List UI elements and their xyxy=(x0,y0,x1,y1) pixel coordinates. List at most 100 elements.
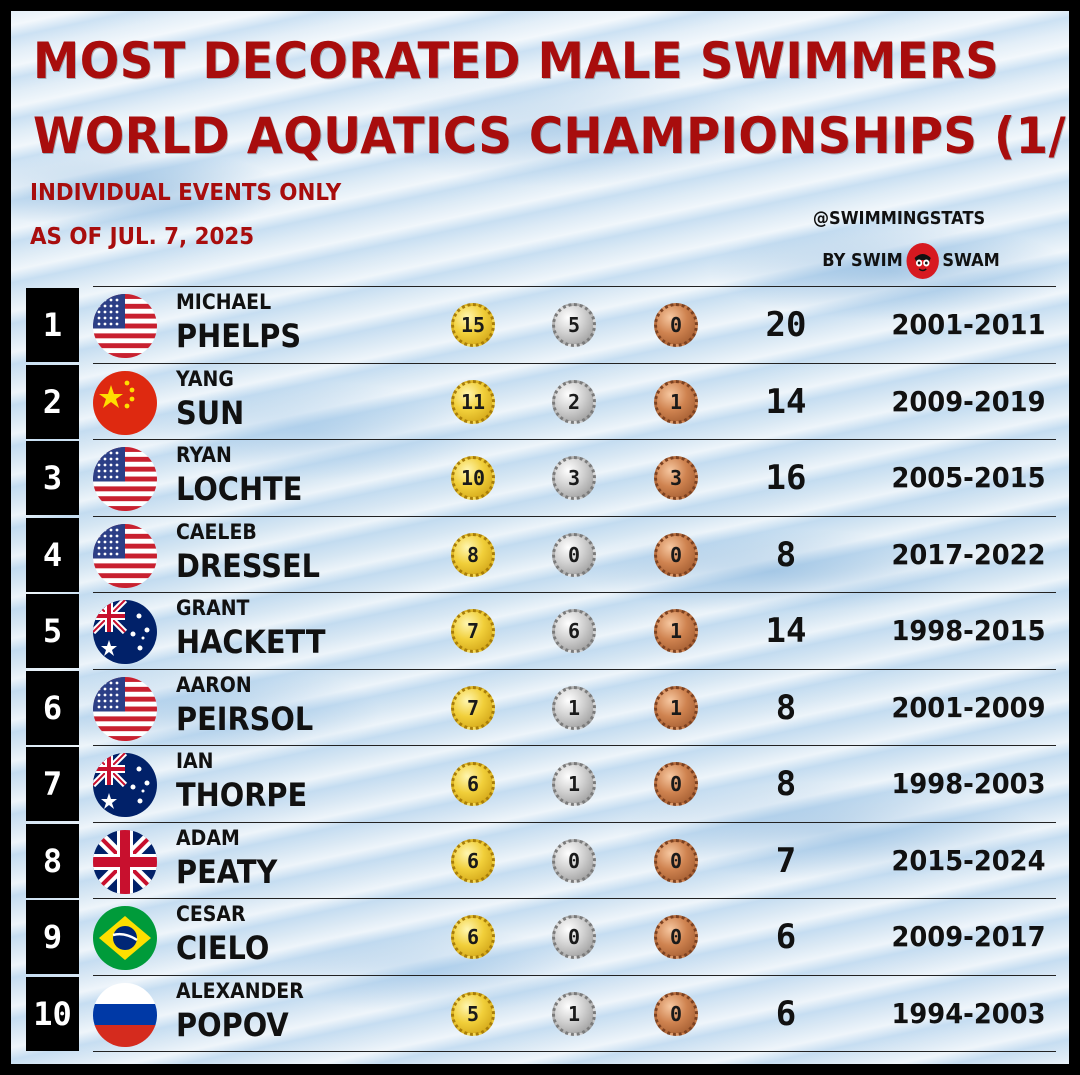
career-years: 1998-2015 xyxy=(891,614,1046,647)
table-row: 4 CAELEB DRESSEL 8 0 0 8 2017-2022 xyxy=(26,517,1056,592)
bronze-medal-count: 0 xyxy=(654,915,698,959)
rank-badge: 9 xyxy=(26,900,79,974)
table-row: 8 ADAM PEATY 6 0 0 7 2015-2024 xyxy=(26,823,1056,898)
usa-flag-icon xyxy=(93,447,157,511)
row-divider xyxy=(93,974,1056,976)
last-name: LOCHTE xyxy=(176,470,303,508)
row-divider xyxy=(93,439,1056,440)
gold-medal-count: 8 xyxy=(451,532,495,577)
total-medals: 8 xyxy=(775,534,797,575)
china-flag-icon xyxy=(93,370,157,435)
russia-flag-icon xyxy=(93,982,157,1047)
first-name: ALEXANDER xyxy=(176,978,304,1003)
silver-medal-count: 1 xyxy=(552,762,596,806)
rank-badge: 3 xyxy=(26,441,79,515)
table-row: 7 IAN THORPE 6 1 0 8 1998-2003 xyxy=(26,747,1056,821)
first-name: IAN xyxy=(176,749,214,773)
last-name: PEIRSOL xyxy=(176,699,314,738)
bronze-medal-count: 1 xyxy=(654,609,698,653)
gold-medal-count: 10 xyxy=(451,456,495,500)
gold-medal-count: 7 xyxy=(451,609,495,653)
table-row: 6 AARON PEIRSOL 7 1 1 8 2001-2009 xyxy=(26,670,1056,745)
silver-medal-count: 2 xyxy=(552,379,596,424)
silver-medal-count: 0 xyxy=(552,915,596,959)
australia-flag-icon xyxy=(93,753,157,817)
credit-brand: SWAM xyxy=(942,250,1000,271)
bronze-medal-count: 0 xyxy=(654,838,698,883)
bronze-medal-count: 0 xyxy=(654,991,698,1036)
table-row: 9 CESAR CIELO 6 0 0 6 2009-2017 xyxy=(26,900,1056,974)
row-divider xyxy=(93,286,1056,287)
bronze-medal-count: 1 xyxy=(654,685,698,730)
gold-medal-count: 5 xyxy=(451,991,495,1036)
total-medals: 14 xyxy=(765,381,807,422)
rank-badge: 5 xyxy=(26,594,79,668)
rank-badge: 10 xyxy=(26,976,79,1051)
total-medals: 16 xyxy=(765,458,807,498)
total-medals: 8 xyxy=(775,764,797,804)
gold-medal-count: 7 xyxy=(451,685,495,730)
table-row: 10 ALEXANDER POPOV 5 1 0 6 1994-2003 xyxy=(26,976,1056,1051)
table-row: 1 MICHAEL PHELPS 15 5 0 20 2001-2011 xyxy=(26,288,1056,362)
first-name: RYAN xyxy=(176,443,232,467)
gold-medal-count: 11 xyxy=(451,379,495,424)
last-name: PEATY xyxy=(176,852,278,891)
career-years: 2015-2024 xyxy=(891,843,1046,877)
last-name: PHELPS xyxy=(176,317,302,355)
career-years: 2001-2009 xyxy=(891,690,1046,724)
subtitle-date: AS OF JUL. 7, 2025 xyxy=(30,224,255,250)
row-divider xyxy=(93,1051,1056,1052)
gold-medal-count: 6 xyxy=(451,762,495,806)
total-medals: 6 xyxy=(775,917,797,957)
career-years: 2001-2011 xyxy=(891,308,1046,341)
bronze-medal-count: 0 xyxy=(654,762,698,806)
credit-byline: BY SWIM SWAM xyxy=(821,243,1001,279)
last-name: POPOV xyxy=(176,1005,289,1044)
silver-medal-count: 1 xyxy=(552,991,596,1036)
total-medals: 8 xyxy=(775,687,797,728)
australia-flag-icon xyxy=(93,600,157,664)
first-name: CAELEB xyxy=(176,519,257,544)
last-name: DRESSEL xyxy=(176,546,320,585)
table-row: 3 RYAN LOCHTE 10 3 3 16 2005-2015 xyxy=(26,441,1056,515)
last-name: CIELO xyxy=(176,929,270,967)
total-medals: 14 xyxy=(765,611,807,651)
brazil-flag-icon xyxy=(93,906,157,970)
swimswam-logo-icon xyxy=(906,243,939,279)
last-name: THORPE xyxy=(176,776,308,814)
first-name: CESAR xyxy=(176,902,246,926)
silver-medal-count: 5 xyxy=(552,303,596,347)
silver-medal-count: 0 xyxy=(552,838,596,883)
gold-medal-count: 15 xyxy=(451,303,495,347)
career-years: 2009-2017 xyxy=(891,920,1046,953)
usa-flag-icon xyxy=(93,294,157,358)
total-medals: 6 xyxy=(775,993,797,1034)
silver-medal-count: 0 xyxy=(552,532,596,577)
rank-badge: 4 xyxy=(26,517,79,592)
career-years: 2017-2022 xyxy=(891,537,1046,571)
uk-flag-icon xyxy=(93,829,157,894)
silver-medal-count: 1 xyxy=(552,685,596,730)
silver-medal-count: 6 xyxy=(552,609,596,653)
bronze-medal-count: 0 xyxy=(654,303,698,347)
table-row: 2 YANG SUN 11 2 1 14 2009-2019 xyxy=(26,364,1056,439)
row-divider xyxy=(93,668,1056,670)
usa-flag-icon xyxy=(93,676,157,741)
career-years: 1994-2003 xyxy=(891,996,1046,1030)
career-years: 1998-2003 xyxy=(891,767,1046,800)
gold-medal-count: 6 xyxy=(451,915,495,959)
first-name: ADAM xyxy=(176,825,240,850)
credit-handle: @SWIMMINGSTATS xyxy=(812,208,986,229)
usa-flag-icon xyxy=(93,523,157,588)
subtitle-events: INDIVIDUAL EVENTS ONLY xyxy=(30,180,342,206)
graphic-frame: MOST DECORATED MALE SWIMMERS WORLD AQUAT… xyxy=(11,11,1069,1064)
bronze-medal-count: 1 xyxy=(654,379,698,424)
rank-badge: 2 xyxy=(26,364,79,439)
first-name: YANG xyxy=(176,366,234,391)
rank-badge: 1 xyxy=(26,288,79,362)
title-line-1: MOST DECORATED MALE SWIMMERS xyxy=(33,32,1000,90)
row-divider xyxy=(93,821,1056,823)
last-name: SUN xyxy=(176,393,245,432)
career-years: 2009-2019 xyxy=(891,384,1046,418)
first-name: AARON xyxy=(176,672,252,697)
